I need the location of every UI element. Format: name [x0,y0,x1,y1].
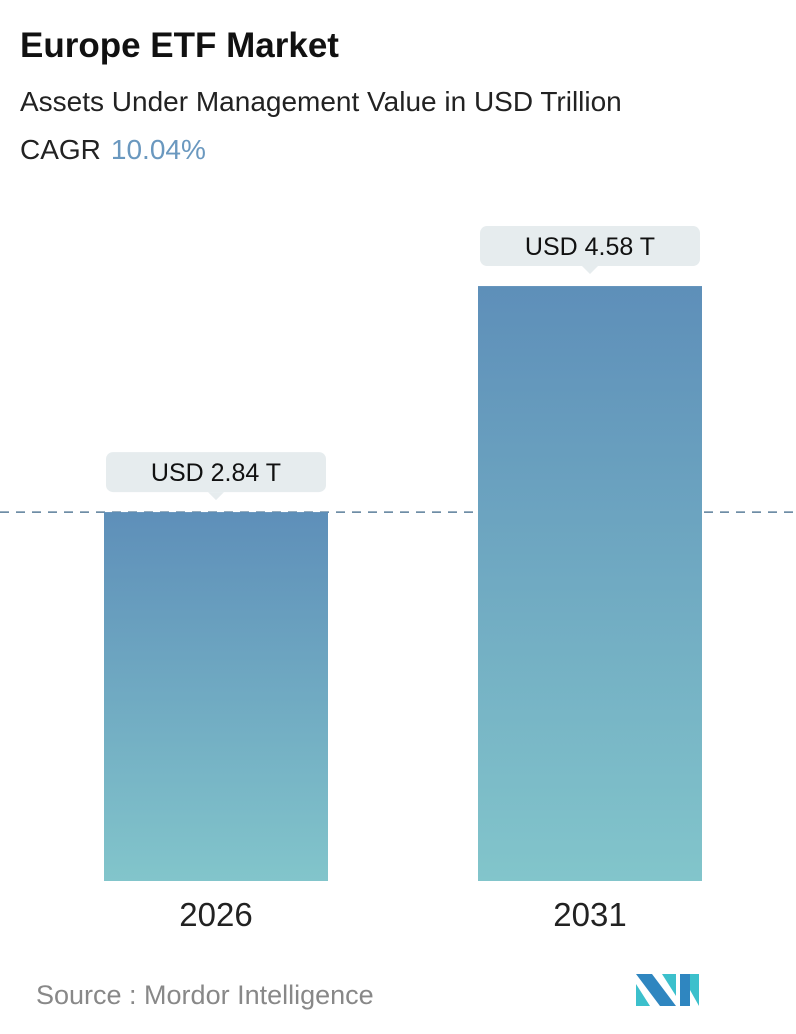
source-text: Source : Mordor Intelligence [36,980,374,1010]
cagr: CAGR 10.04% [20,134,206,166]
x-tick-label: 2026 [179,896,252,933]
data-label-box [480,226,700,267]
data-label-pointer [582,266,598,275]
cagr-label: CAGR [20,134,101,165]
data-label: USD 4.58 T [525,233,655,261]
x-tick-label: 2031 [553,896,626,933]
bar-2031 [478,286,702,882]
data-label-box [106,452,326,493]
data-label: USD 2.84 T [151,459,281,487]
chart-title: Europe ETF Market [20,26,339,65]
cagr-value: 10.04% [110,134,206,165]
chart-subtitle: Assets Under Management Value in USD Tri… [20,86,622,117]
data-label-pointer [208,492,224,501]
bar-2026 [104,512,328,881]
